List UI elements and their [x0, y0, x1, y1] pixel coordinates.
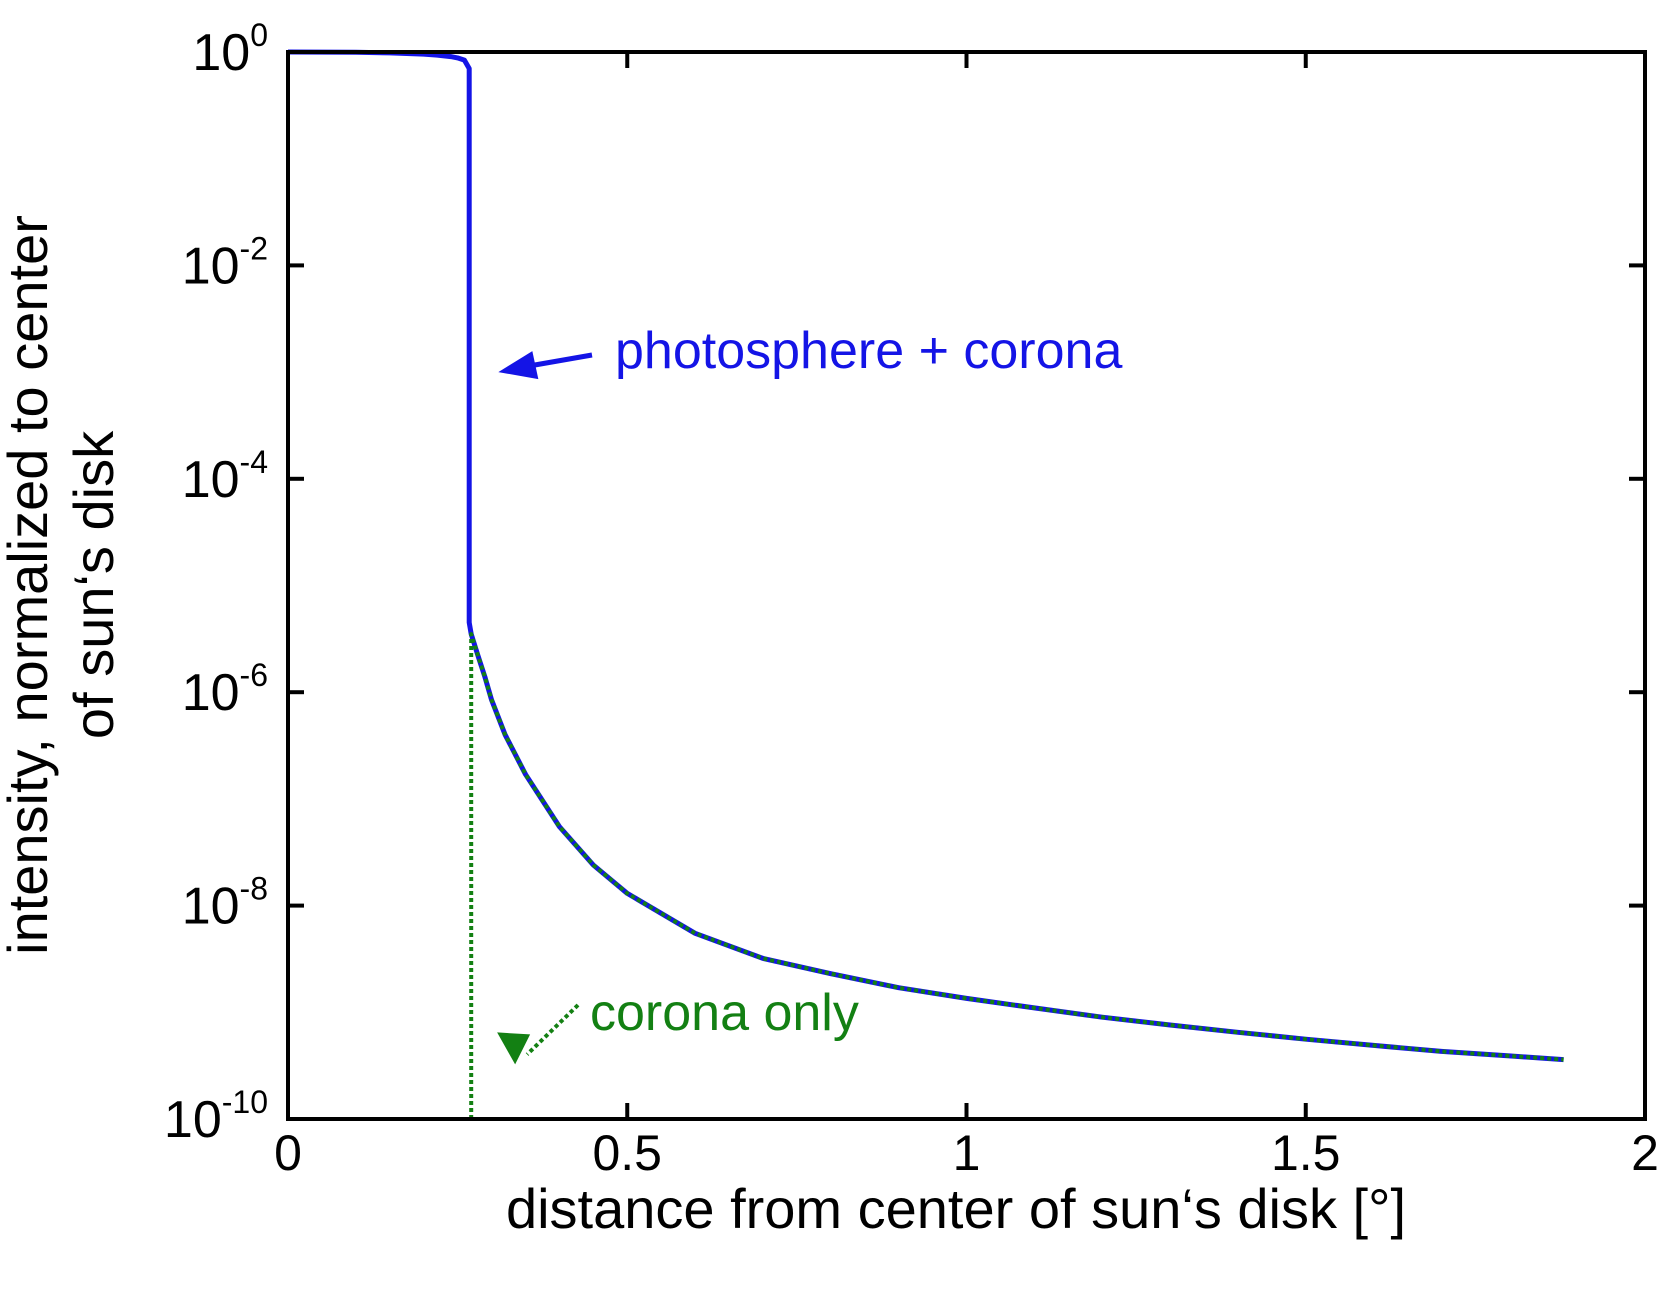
- annotation-label-photosphere-corona: photosphere + corona: [615, 322, 1122, 380]
- x-axis-label: distance from center of sun‘s disk [°]: [506, 1177, 1406, 1240]
- annotation-label-corona-only: corona only: [590, 984, 859, 1042]
- x-tick-label: 1: [953, 1125, 981, 1181]
- annotation-arrowhead-corona: [497, 1032, 531, 1065]
- annotation-arrowhead-photosphere: [498, 351, 539, 380]
- y-axis-label-line2: of sun‘s disk: [62, 430, 125, 739]
- series-lines: [287, 49, 1564, 1119]
- y-tick-exponent: -2: [240, 230, 268, 266]
- plot-frame: [286, 50, 1647, 1121]
- x-tick-label: 0.5: [592, 1125, 662, 1181]
- y-tick-exponent: -6: [240, 657, 268, 693]
- x-tick-label: 2: [1631, 1125, 1659, 1181]
- x-tick-label: 0: [274, 1125, 302, 1181]
- y-tick-exponent: -8: [240, 871, 268, 907]
- series-corona-only-line: [469, 632, 1564, 1119]
- y-axis-label: intensity, normalized to center of sun‘s…: [0, 215, 125, 955]
- annotation-arrow-line-photosphere: [527, 352, 593, 369]
- y-axis-label-line1: intensity, normalized to center: [0, 215, 59, 955]
- y-tick-exponent: -4: [240, 444, 268, 480]
- annotations: photosphere + corona corona only: [497, 322, 1122, 1065]
- x-tick-label: 1.5: [1271, 1125, 1341, 1181]
- annotation-arrow-line-corona: [525, 1003, 580, 1056]
- y-tick-exponent: -10: [222, 1084, 268, 1120]
- y-tick-exponent: 0: [250, 17, 268, 53]
